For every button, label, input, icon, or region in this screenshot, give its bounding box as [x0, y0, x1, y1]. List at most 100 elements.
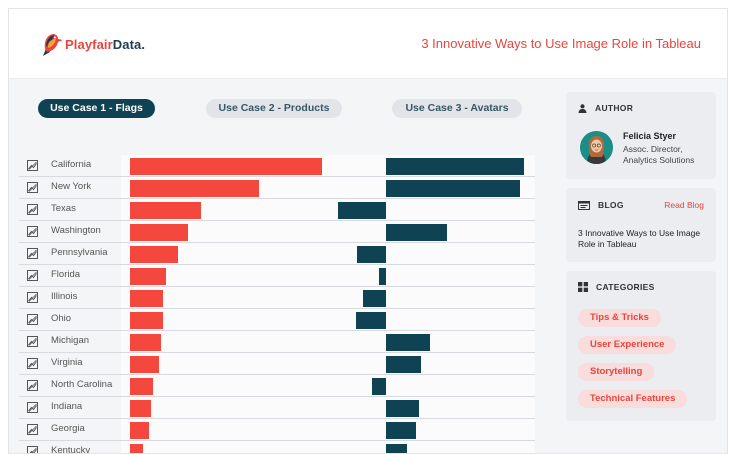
read-blog-link[interactable]: Read Blog [664, 200, 704, 210]
table-row: Indiana [19, 397, 535, 419]
state-label: Pennsylvania [51, 247, 108, 258]
broken-image-icon [27, 292, 38, 303]
categories-card: CATEGORIES Tips & Tricks User Experience… [566, 271, 716, 421]
categories-heading: CATEGORIES [578, 282, 655, 292]
bar-secondary[interactable] [386, 444, 407, 453]
broken-image-icon [27, 204, 38, 215]
table-row: Georgia [19, 419, 535, 441]
table-row: Texas [19, 199, 535, 221]
state-label: Washington [51, 225, 101, 236]
bar-secondary[interactable] [386, 422, 416, 439]
bar-primary[interactable] [130, 356, 159, 373]
playfair-logo[interactable]: PlayfairData. [37, 29, 145, 59]
table-row: North Carolina [19, 375, 535, 397]
state-label: Michigan [51, 335, 90, 346]
table-row: Illinois [19, 287, 535, 309]
dashboard-frame: PlayfairData. 3 Innovative Ways to Use I… [8, 8, 728, 454]
category-tips-tricks[interactable]: Tips & Tricks [578, 309, 661, 327]
broken-image-icon [27, 270, 38, 281]
blog-title: 3 Innovative Ways to Use Image Role in T… [578, 228, 701, 249]
bar-secondary[interactable] [386, 400, 419, 417]
avatar [580, 131, 613, 164]
header: PlayfairData. 3 Innovative Ways to Use I… [9, 9, 727, 79]
table-row: Ohio [19, 309, 535, 331]
bar-primary[interactable] [130, 334, 161, 351]
row-background [121, 287, 535, 308]
bar-secondary[interactable] [338, 202, 386, 219]
state-bar-chart: California New York Texas Washington Pennsyl… [19, 155, 535, 454]
state-label: Texas [51, 203, 76, 214]
bar-primary[interactable] [130, 290, 163, 307]
logo-wordmark: PlayfairData. [65, 36, 146, 52]
author-name: Felicia Styer [623, 131, 677, 141]
state-label: Kentucky [51, 445, 91, 454]
tab-use-case-3[interactable]: Use Case 3 - Avatars [392, 99, 522, 118]
person-icon [578, 103, 587, 113]
bar-secondary[interactable] [356, 312, 386, 329]
state-label: Georgia [51, 423, 85, 434]
bar-secondary[interactable] [379, 268, 386, 285]
category-user-experience[interactable]: User Experience [578, 336, 677, 354]
table-row: Virginia [19, 353, 535, 375]
state-label: Illinois [51, 291, 78, 302]
row-background [121, 243, 535, 264]
state-label: North Carolina [51, 379, 113, 390]
bar-secondary[interactable] [363, 290, 386, 307]
bar-secondary[interactable] [372, 378, 386, 395]
category-technical-features[interactable]: Technical Features [578, 390, 688, 408]
tab-use-case-1[interactable]: Use Case 1 - Flags [38, 99, 155, 118]
bar-secondary[interactable] [386, 158, 524, 175]
state-label: Indiana [51, 401, 83, 412]
state-label: Florida [51, 269, 81, 280]
grid-icon [578, 282, 588, 292]
tab-use-case-2[interactable]: Use Case 2 - Products [206, 99, 342, 118]
state-label: Virginia [51, 357, 83, 368]
bar-secondary[interactable] [386, 334, 430, 351]
table-row: Pennsylvania [19, 243, 535, 265]
bar-primary[interactable] [130, 224, 188, 241]
bar-secondary[interactable] [357, 246, 386, 263]
bar-secondary[interactable] [386, 180, 520, 197]
browser-window-icon [578, 200, 590, 210]
bar-primary[interactable] [130, 444, 143, 453]
bar-primary[interactable] [130, 158, 322, 175]
broken-image-icon [27, 446, 38, 453]
state-label: Ohio [51, 313, 72, 324]
row-background [121, 419, 535, 440]
broken-image-icon [27, 160, 38, 171]
table-row: New York [19, 177, 535, 199]
bar-secondary[interactable] [386, 356, 421, 373]
bar-primary[interactable] [130, 400, 151, 417]
row-background [121, 199, 535, 220]
state-label: California [51, 159, 92, 170]
table-row: Kentucky [19, 441, 535, 454]
sidebar: AUTHOR Felicia Styer Assoc. Director, An… [554, 79, 727, 453]
table-row: California [19, 155, 535, 177]
bar-primary[interactable] [130, 268, 166, 285]
bar-primary[interactable] [130, 202, 201, 219]
table-row: Washington [19, 221, 535, 243]
bar-primary[interactable] [130, 378, 153, 395]
bar-primary[interactable] [130, 422, 149, 439]
broken-image-icon [27, 402, 38, 413]
row-background [121, 441, 535, 453]
row-background [121, 397, 535, 418]
table-row: Florida [19, 265, 535, 287]
state-label: New York [51, 181, 92, 192]
broken-image-icon [27, 182, 38, 193]
row-background [121, 375, 535, 396]
bar-primary[interactable] [130, 246, 178, 263]
broken-image-icon [27, 380, 38, 391]
bar-primary[interactable] [130, 180, 259, 197]
kingfisher-logo-icon [43, 34, 63, 56]
avatar-illustration-icon [580, 131, 613, 164]
broken-image-icon [27, 248, 38, 259]
blog-heading: BLOG [578, 200, 624, 210]
bar-primary[interactable] [130, 312, 163, 329]
author-role: Assoc. Director, Analytics Solutions [623, 144, 695, 165]
broken-image-icon [27, 314, 38, 325]
row-background [121, 265, 535, 286]
category-storytelling[interactable]: Storytelling [578, 363, 655, 381]
broken-image-icon [27, 336, 38, 347]
bar-secondary[interactable] [386, 224, 447, 241]
